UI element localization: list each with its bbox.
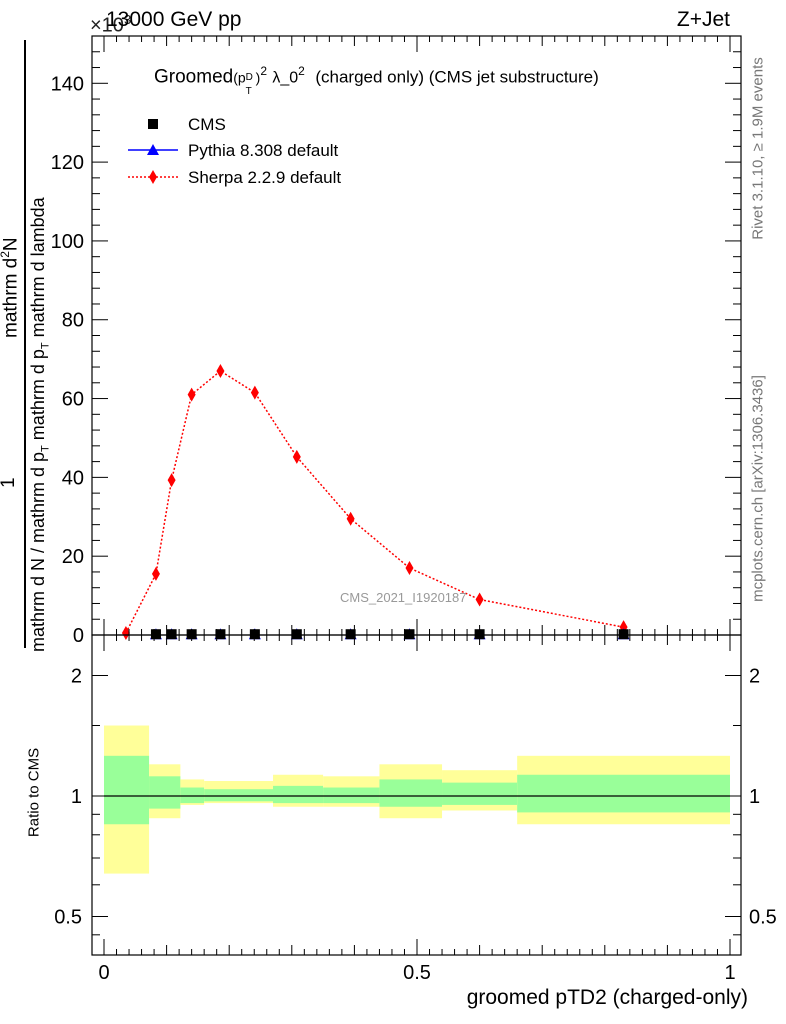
- exponent-label: ×103: [90, 12, 131, 38]
- ratio-y-tick-label: 2: [71, 666, 82, 688]
- y-tick-label: 140: [51, 73, 84, 95]
- y-label-den-a: mathrm d N / mathrm d p: [28, 451, 48, 652]
- chart-title: Groomed(p D T)2 λ_02 (charged only) (CMS j…: [154, 64, 599, 98]
- ratio-y-tick-label: 0.5: [54, 907, 82, 929]
- sherpa-point: [292, 449, 301, 464]
- cms-point: [404, 629, 415, 640]
- y-tick-label: 60: [62, 389, 84, 411]
- legend-marker: [148, 119, 158, 129]
- title-suffix: (charged only) (CMS jet substructure): [315, 67, 599, 87]
- legend-label: CMS: [188, 115, 226, 134]
- ratio-band-inner: [379, 779, 443, 807]
- title-sq: 2: [260, 64, 268, 78]
- cms-point: [150, 629, 161, 640]
- exponent-power: 3: [123, 12, 132, 27]
- sherpa-point: [151, 566, 160, 581]
- legend-marker: [149, 170, 157, 184]
- y-label-one: 1: [0, 477, 19, 488]
- cms-point: [249, 629, 260, 640]
- ratio-y-tick-label-right: 0.5: [749, 907, 777, 929]
- ratio-band-inner: [204, 789, 274, 802]
- y-label-den-b: mathrm d p: [28, 349, 48, 441]
- y-tick-label: 40: [62, 467, 84, 489]
- main-plot-area: [121, 363, 630, 641]
- mcplots-label: mcplots.cern.ch [arXiv:1306.3436]: [749, 375, 767, 602]
- cms-point: [166, 629, 177, 640]
- cms-point: [215, 629, 226, 640]
- process-label: Z+Jet: [676, 8, 730, 31]
- ratio-band-inner: [323, 787, 380, 804]
- x-tick-label: 0.5: [403, 962, 431, 984]
- y-tick-label: 0: [73, 625, 84, 647]
- x-tick-label: 1: [724, 962, 735, 984]
- legend-label: Pythia 8.308 default: [188, 141, 339, 160]
- ratio-y-tick-label: 1: [71, 786, 82, 808]
- analysis-watermark: CMS_2021_I1920187: [340, 590, 467, 605]
- ratio-y-tick-label-right: 2: [749, 666, 760, 688]
- sherpa-point: [216, 363, 225, 378]
- sherpa-line: [125, 370, 624, 634]
- sherpa-point: [346, 511, 355, 526]
- sherpa-point: [475, 592, 484, 607]
- y-label-den-sub1: T: [39, 445, 52, 452]
- title-p: p: [237, 69, 246, 86]
- axes: 0 20 40 60 80 100 120 140 0 0.5 1 0.5 0.5 1 1 2 2: [51, 35, 777, 984]
- y-label-den-c: mathrm d lambda: [28, 197, 48, 338]
- ratio-band-inner: [273, 785, 324, 804]
- ratio-band-inner: [442, 782, 518, 805]
- ratio-y-tick-label-right: 1: [749, 786, 760, 808]
- sherpa-point: [405, 561, 414, 576]
- y-tick-label: 20: [62, 546, 84, 568]
- y-tick-label: 120: [51, 152, 84, 174]
- rivet-label: Rivet 3.1.10, ≥ 1.9M events: [749, 57, 767, 240]
- energy-label: 13000 GeV pp: [106, 8, 242, 31]
- ratio-band-inner: [180, 787, 205, 804]
- x-axis-label: groomed pTD2 (charged-only): [466, 986, 748, 1009]
- y-label-num-a: mathrm d: [0, 257, 22, 338]
- y-axis-label: 1 mathrm d2N mathrm d N / mathrm d pT ma…: [0, 18, 52, 658]
- title-lambda: λ_0: [272, 69, 299, 87]
- exponent-base: ×10: [90, 14, 124, 37]
- title-sup: D: [245, 72, 253, 84]
- y-tick-label: 100: [51, 231, 84, 253]
- cms-point: [291, 629, 302, 640]
- legend-label: Sherpa 2.2.9 default: [188, 168, 341, 187]
- y-label-den-sub2: T: [39, 342, 52, 350]
- ratio-band-inner: [149, 776, 181, 809]
- sherpa-point: [167, 473, 176, 488]
- sherpa-point: [250, 385, 259, 400]
- x-tick-label: 0: [98, 962, 109, 984]
- title-sub: T: [245, 86, 252, 98]
- title-prefix: Groomed: [154, 66, 234, 88]
- sherpa-point: [187, 387, 196, 402]
- ratio-bands: [104, 725, 730, 874]
- y-label-num-b: N: [0, 237, 22, 252]
- cms-point: [345, 629, 356, 640]
- ratio-band-inner: [517, 774, 730, 813]
- cms-point: [618, 629, 629, 640]
- legend: CMS Pythia 8.308 default Sherpa 2.2.9 defa…: [128, 115, 341, 187]
- sherpa-point: [121, 626, 130, 641]
- y-label-num-sup: 2: [0, 251, 12, 258]
- title-lsq: 2: [298, 64, 305, 78]
- legend-marker: [147, 144, 159, 155]
- y-tick-label: 80: [62, 310, 84, 332]
- ratio-y-label: Ratio to CMS: [25, 747, 43, 838]
- ratio-band-inner: [104, 755, 150, 825]
